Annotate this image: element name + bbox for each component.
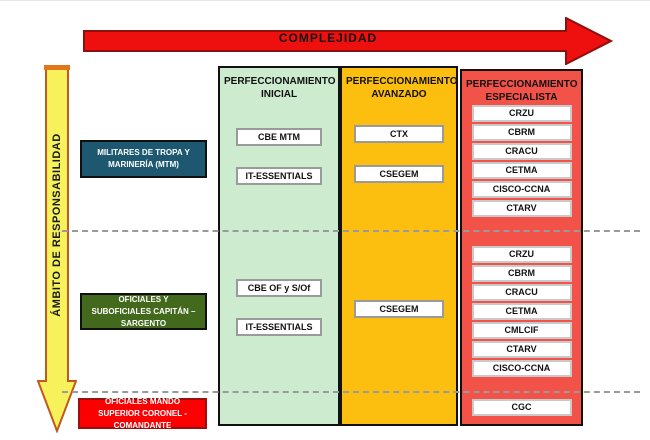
course-box: CSEGEM (354, 165, 444, 183)
complexity-arrow (83, 17, 613, 65)
course-box: CISCO-CCNA (471, 181, 572, 198)
column-header-especialista: PERFECCIONAMIENTO ESPECIALISTA (466, 79, 578, 103)
course-box: CISCO-CCNA (471, 360, 572, 377)
course-box: CBRM (471, 124, 572, 141)
column-perfeccionamiento-inicial: PERFECCIONAMIENTO INICIAL CBE MTM IT-ESS… (218, 66, 340, 426)
course-box: CETMA (471, 162, 572, 179)
course-box: IT-ESSENTIALS (236, 167, 322, 185)
course-box: CRACU (471, 143, 572, 160)
course-box: CBE OF y S/Of (236, 279, 322, 297)
course-box: CTX (354, 125, 444, 143)
course-box: CETMA (471, 303, 572, 320)
course-box: CRACU (471, 284, 572, 301)
course-box: CSEGEM (354, 300, 444, 318)
row-separator-dashed-line (62, 230, 640, 232)
responsibility-axis-label: ÁMBITO DE RESPONSABILIDAD (51, 133, 63, 317)
column-perfeccionamiento-especialista: PERFECCIONAMIENTO ESPECIALISTA CRZU CBRM… (460, 69, 583, 426)
column-header-avanzado: PERFECCIONAMIENTO AVANZADO (346, 76, 458, 100)
course-box: CMLCIF (471, 322, 572, 339)
course-group-avanzado-mtm: CTX CSEGEM (342, 125, 456, 183)
row-label-militares-tropa-marineria: MILITARES DE TROPA Y MARINERÍA (MTM) (80, 140, 207, 178)
row-separator-dashed-line (62, 391, 640, 393)
course-group-inicial-oficiales: CBE OF y S/Of IT-ESSENTIALS (220, 279, 338, 336)
column-header-inicial: PERFECCIONAMIENTO INICIAL (224, 76, 336, 100)
course-box: CBE MTM (236, 128, 322, 146)
course-box: CGC (471, 399, 572, 416)
row-label-oficiales-mando-superior: OFICIALES MANDO SUPERIOR CORONEL - COMAN… (78, 397, 207, 430)
course-group-especialista-mtm: CRZU CBRM CRACU CETMA CISCO-CCNA CTARV (462, 105, 581, 217)
course-group-inicial-mtm: CBE MTM IT-ESSENTIALS (220, 128, 338, 185)
course-box: IT-ESSENTIALS (236, 318, 322, 336)
course-group-especialista-oficiales: CRZU CBRM CRACU CETMA CMLCIF CTARV CISCO… (462, 246, 581, 377)
course-box: CTARV (471, 200, 572, 217)
column-perfeccionamiento-avanzado: PERFECCIONAMIENTO AVANZADO CTX CSEGEM CS… (340, 66, 458, 426)
row-label-oficiales-suboficiales: OFICIALES Y SUBOFICIALES CAPITÁN – SARGE… (80, 293, 207, 330)
course-group-avanzado-oficiales: CSEGEM (342, 300, 456, 318)
responsibility-arrow (37, 65, 77, 433)
complexity-axis-label: COMPLEJIDAD (278, 31, 378, 45)
course-box: CBRM (471, 265, 572, 282)
course-box: CRZU (471, 105, 572, 122)
course-box: CRZU (471, 246, 572, 263)
course-group-especialista-mando: CGC (462, 399, 581, 416)
course-box: CTARV (471, 341, 572, 358)
